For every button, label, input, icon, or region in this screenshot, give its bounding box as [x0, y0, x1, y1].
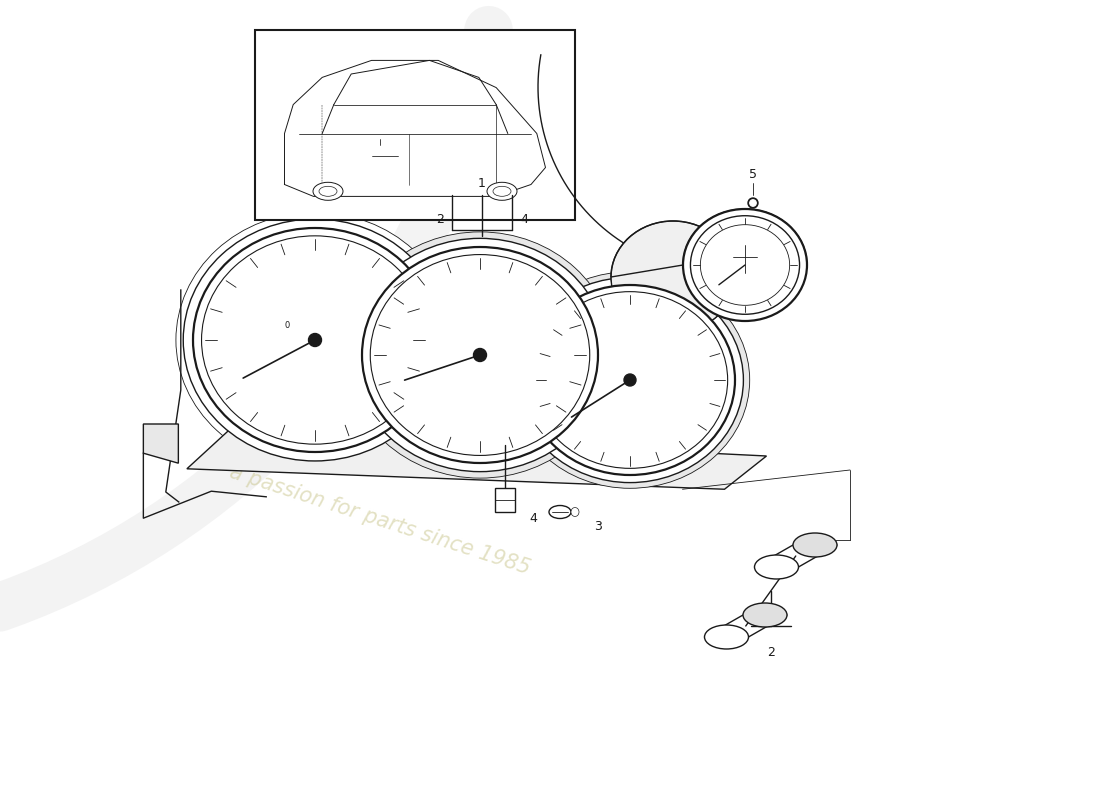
Ellipse shape — [742, 603, 786, 627]
Text: europ-parts: europ-parts — [183, 260, 717, 500]
Text: 4: 4 — [529, 511, 537, 525]
Ellipse shape — [571, 507, 579, 517]
Text: 2: 2 — [436, 213, 444, 226]
Text: 5: 5 — [749, 168, 757, 181]
Ellipse shape — [345, 232, 615, 478]
Circle shape — [750, 200, 756, 206]
Circle shape — [748, 198, 758, 208]
Polygon shape — [143, 424, 178, 463]
Ellipse shape — [314, 182, 343, 200]
Circle shape — [624, 374, 636, 386]
Circle shape — [308, 334, 321, 346]
Ellipse shape — [319, 186, 337, 196]
Ellipse shape — [176, 212, 454, 468]
Ellipse shape — [184, 219, 447, 461]
Ellipse shape — [192, 228, 437, 452]
Ellipse shape — [610, 221, 735, 333]
Ellipse shape — [517, 278, 744, 482]
Polygon shape — [187, 430, 767, 490]
Ellipse shape — [755, 555, 799, 579]
Ellipse shape — [683, 209, 807, 321]
Text: 4: 4 — [520, 213, 528, 226]
Circle shape — [473, 349, 486, 362]
Bar — [255, 30, 575, 220]
Bar — [495, 488, 515, 512]
Ellipse shape — [704, 625, 748, 649]
Text: 1: 1 — [478, 177, 486, 190]
Text: a passion for parts since 1985: a passion for parts since 1985 — [227, 462, 532, 578]
Text: 3: 3 — [594, 521, 602, 534]
Text: 0: 0 — [285, 321, 289, 330]
Ellipse shape — [510, 272, 750, 488]
Ellipse shape — [362, 247, 598, 463]
Ellipse shape — [793, 533, 837, 557]
Ellipse shape — [549, 506, 571, 518]
Text: 2: 2 — [767, 646, 774, 659]
Ellipse shape — [493, 186, 512, 196]
Ellipse shape — [487, 182, 517, 200]
Ellipse shape — [353, 238, 607, 472]
Ellipse shape — [525, 285, 735, 475]
